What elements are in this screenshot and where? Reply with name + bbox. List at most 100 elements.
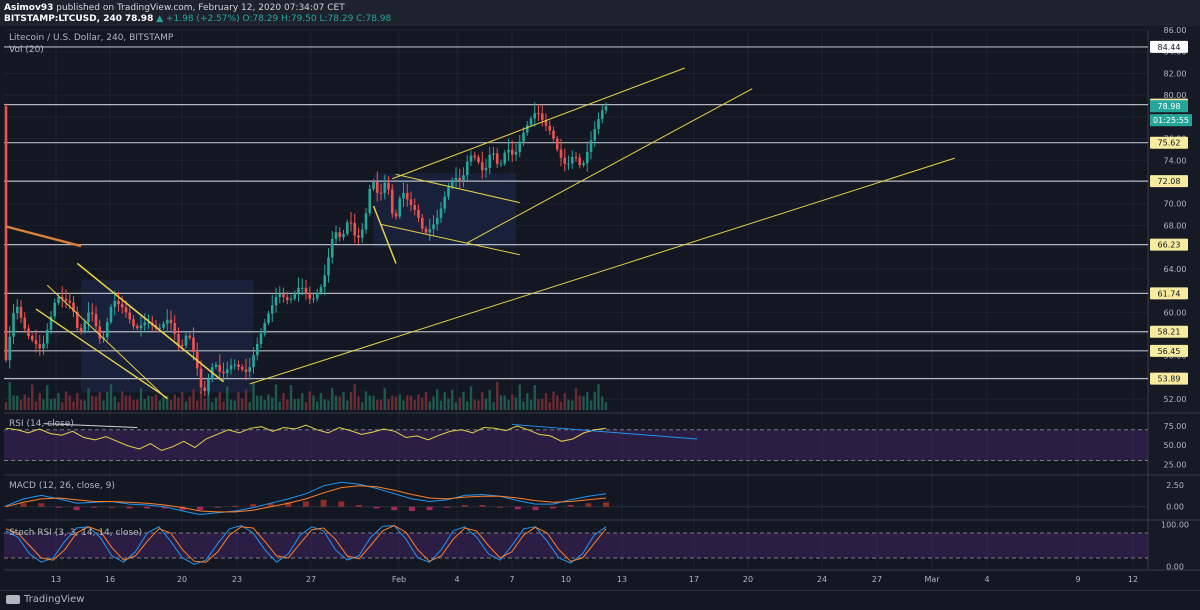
- volume-bar: [49, 399, 53, 410]
- volume-bar: [462, 391, 465, 410]
- price-tick-label: 52.00: [1164, 395, 1187, 404]
- candle-body: [499, 163, 503, 165]
- candle-body: [282, 294, 285, 298]
- level-price-tag-text: 53.89: [1158, 375, 1181, 384]
- volume-bar: [346, 400, 349, 410]
- candle-body: [458, 177, 462, 181]
- candle-body: [522, 132, 525, 142]
- volume-bar: [586, 391, 589, 410]
- volume-bar: [436, 389, 439, 410]
- candle-body: [383, 182, 387, 194]
- volume-bar: [68, 395, 71, 410]
- candle-body: [42, 343, 45, 349]
- level-price-tag-text: 75.62: [1158, 139, 1181, 148]
- volume-bar: [267, 394, 270, 410]
- rsi-line: [5, 424, 607, 452]
- volume-bar: [271, 397, 274, 410]
- macd-histogram-bar: [267, 503, 274, 507]
- price-change: ▲ +1.98 (+2.57%): [156, 14, 240, 24]
- volume-bar: [334, 395, 338, 410]
- volume-bar: [379, 399, 383, 410]
- candle-body: [233, 364, 237, 366]
- candle-body: [570, 157, 574, 164]
- rsi-divergence-line: [512, 423, 698, 440]
- candle-body: [319, 286, 323, 293]
- candle-body: [525, 125, 529, 133]
- volume-bar: [477, 400, 480, 410]
- volume-bar: [349, 391, 353, 410]
- author-name[interactable]: Asimov93: [4, 3, 54, 13]
- oscillator-tick-label: 0.00: [1166, 503, 1184, 512]
- volume-bar: [488, 389, 491, 410]
- volume-bar: [27, 397, 30, 410]
- oscillator-tick-label: 50.00: [1164, 441, 1187, 450]
- volume-bar: [301, 393, 304, 410]
- candle-body: [113, 300, 117, 307]
- candle-body: [424, 228, 428, 233]
- ticker-symbol[interactable]: BITSTAMP:LTCUSD, 240: [4, 14, 122, 24]
- macd-histogram-bar: [73, 506, 80, 511]
- candle-body: [349, 222, 353, 224]
- candle-body: [49, 316, 53, 330]
- candle-body: [578, 157, 582, 166]
- candle-body: [334, 232, 338, 239]
- time-tick-label: 13: [617, 575, 627, 584]
- trend-lines[interactable]: [5, 67, 955, 400]
- candle-body: [585, 151, 589, 164]
- volume-bar: [518, 384, 521, 410]
- volume-bar: [526, 393, 529, 410]
- candle-body: [574, 157, 578, 159]
- volume-bar: [567, 399, 570, 410]
- macd-histogram-bar: [373, 506, 380, 509]
- candle-body: [173, 323, 177, 334]
- candle-body: [537, 113, 540, 115]
- candle-body: [169, 319, 173, 324]
- candle-body: [304, 287, 308, 294]
- candle-body: [68, 300, 72, 303]
- price-tick-label: 70.00: [1164, 200, 1187, 209]
- candle-body: [548, 125, 552, 131]
- candle-body: [128, 312, 132, 320]
- trend-line: [392, 67, 685, 180]
- horizontal-levels: [4, 46, 1148, 380]
- volume-bar: [207, 389, 210, 410]
- volume-bar: [361, 402, 364, 410]
- volume-bar: [376, 399, 379, 410]
- volume-bar: [109, 384, 113, 410]
- oscillator-band-fill: [4, 429, 1148, 461]
- trend-line: [467, 88, 753, 244]
- candle-body: [582, 163, 585, 166]
- candle-body: [45, 329, 49, 344]
- candle-body: [109, 306, 113, 323]
- volume-bar: [604, 402, 608, 410]
- volume-bar: [417, 394, 420, 410]
- macd-histogram-bar: [250, 504, 257, 507]
- candle-body: [105, 322, 109, 338]
- candle-body: [132, 319, 135, 327]
- volume-bar: [57, 393, 60, 410]
- candle-body: [135, 326, 139, 329]
- time-axis[interactable]: 13 16 20 23 27 Feb 4 7 10 13 17 20 24 27 Mar 4 9 12: [51, 575, 1138, 584]
- chart-canvas[interactable]: 75.00 50.00 25.00 2.50 0.00 100.00 0.00 52.0…: [0, 26, 1200, 590]
- volume-bar: [499, 395, 503, 410]
- candle-body: [345, 222, 349, 234]
- volume-bar: [424, 391, 428, 410]
- publish-info: published on TradingView.com, February 1…: [56, 3, 345, 13]
- level-price-tag-text: 72.08: [1158, 177, 1181, 186]
- macd-histogram-bar: [603, 502, 609, 507]
- volume-bar: [4, 402, 8, 410]
- candle-body: [473, 155, 477, 158]
- level-price-tag-text: 58.21: [1158, 328, 1181, 337]
- macd-histogram-bar: [426, 506, 433, 511]
- stoch-k-line: [5, 524, 607, 565]
- candle-body: [327, 257, 330, 276]
- candle-body: [563, 157, 567, 164]
- volume-bar: [252, 381, 255, 410]
- volume-bar: [537, 399, 540, 410]
- candle-body: [398, 198, 402, 217]
- candle-body: [465, 161, 469, 176]
- candle-body: [589, 140, 593, 152]
- candle-body: [420, 217, 424, 229]
- volume-bar: [274, 384, 278, 410]
- tradingview-logo[interactable]: TradingView: [6, 594, 84, 605]
